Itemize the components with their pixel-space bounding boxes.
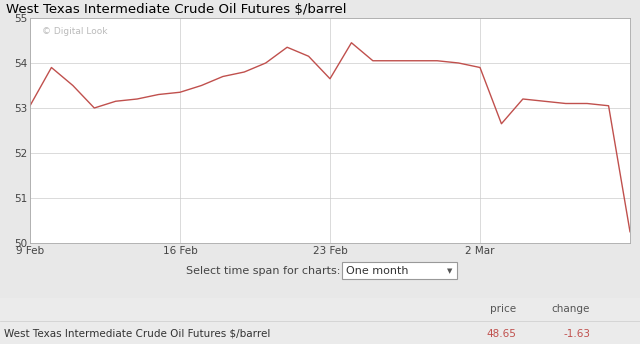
Text: price: price xyxy=(490,304,516,314)
Text: ▼: ▼ xyxy=(447,268,452,274)
Text: West Texas Intermediate Crude Oil Futures $/barrel: West Texas Intermediate Crude Oil Future… xyxy=(4,329,270,339)
FancyBboxPatch shape xyxy=(342,262,457,279)
Text: Select time span for charts:: Select time span for charts: xyxy=(186,266,340,276)
Text: 48.65: 48.65 xyxy=(486,329,516,339)
Text: West Texas Intermediate Crude Oil Futures $/barrel: West Texas Intermediate Crude Oil Future… xyxy=(6,3,347,17)
Bar xyxy=(0,298,640,344)
Text: One month: One month xyxy=(346,266,408,276)
Text: change: change xyxy=(552,304,590,314)
Text: -1.63: -1.63 xyxy=(563,329,590,339)
Text: © Digital Look: © Digital Look xyxy=(42,27,108,36)
